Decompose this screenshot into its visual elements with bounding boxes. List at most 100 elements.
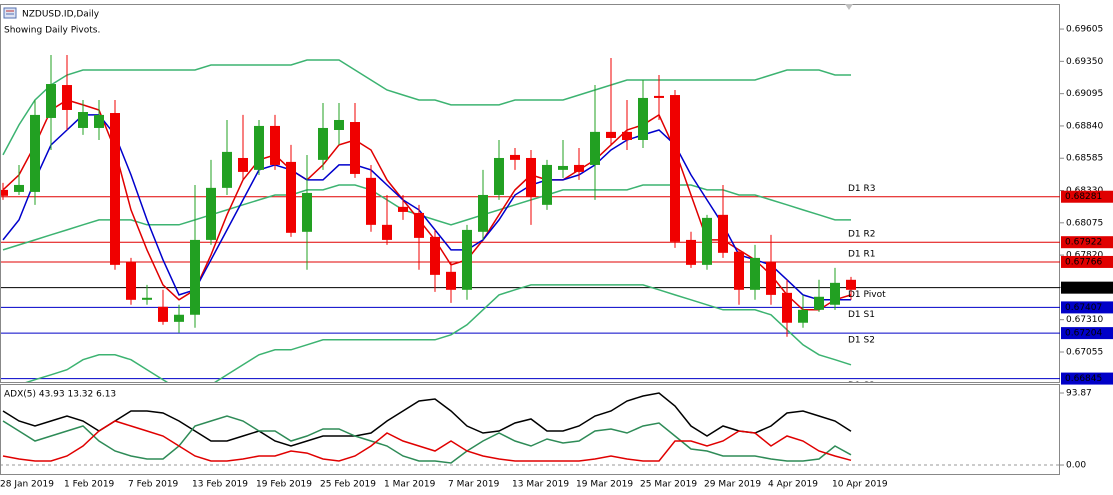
pivot-price-box — [1061, 372, 1113, 385]
candle-body — [110, 113, 120, 265]
chart-subtitle: Showing Daily Pivots. — [4, 26, 100, 36]
candle-body — [766, 261, 776, 295]
candle-body — [478, 194, 488, 232]
candle-body — [814, 296, 824, 310]
candle-body — [606, 131, 616, 138]
symbol-icon — [3, 7, 17, 19]
candle-body — [286, 161, 296, 233]
candle-body — [798, 309, 808, 323]
pivot-price-label: 0.67563 — [1065, 283, 1102, 293]
candle-body — [174, 314, 184, 322]
candle-body — [686, 239, 696, 265]
candle-body — [1, 189, 8, 196]
chart-title: NZDUSD.ID,Daily — [22, 10, 100, 20]
pivot-price-label: 0.67766 — [1065, 257, 1102, 267]
shift-marker — [845, 4, 853, 10]
candle-body — [734, 251, 744, 290]
x-tick-label: 29 Mar 2019 — [704, 480, 761, 490]
x-tick-label: 10 Apr 2019 — [832, 480, 888, 490]
candle-body — [46, 84, 56, 118]
candle-body — [382, 224, 392, 240]
pivot-label: D1 S3 — [848, 381, 875, 391]
candle-body — [94, 114, 104, 128]
x-tick-label: 19 Mar 2019 — [576, 480, 633, 490]
pivot-price-box — [1061, 236, 1113, 249]
candle-body — [446, 271, 456, 290]
x-tick-label: 1 Mar 2019 — [384, 480, 436, 490]
y-tick-label: 0.68075 — [1066, 218, 1103, 228]
pivot-price-label: 0.67204 — [1065, 329, 1102, 339]
x-tick-label: 28 Jan 2019 — [0, 480, 54, 490]
indicator-line — [25, 284, 852, 382]
candle-body — [702, 217, 712, 265]
candle-body — [318, 127, 328, 160]
indicator-line — [2, 420, 852, 462]
x-tick-label: 13 Feb 2019 — [192, 480, 248, 490]
x-tick-label: 4 Apr 2019 — [768, 480, 818, 490]
plot-area — [1, 392, 1060, 466]
x-tick-label: 13 Mar 2019 — [512, 480, 569, 490]
pivot-price-label: 0.68281 — [1065, 192, 1102, 202]
candle-body — [542, 164, 552, 205]
y-tick-label: 0.67820 — [1066, 251, 1103, 261]
candle-body — [142, 297, 152, 300]
candle-body — [590, 131, 600, 165]
candle-body — [622, 131, 632, 140]
pivot-label: D1 R1 — [848, 249, 876, 259]
candle-body — [302, 192, 312, 232]
candle-body — [366, 177, 376, 225]
candle-body — [750, 257, 760, 290]
y-tick-label: 0.69350 — [1066, 57, 1103, 67]
candle-body — [494, 157, 504, 195]
y-tick-label: 0.69605 — [1066, 25, 1103, 35]
candle-body — [574, 164, 584, 172]
y-tick-label: 0.68840 — [1066, 121, 1103, 131]
pivot-label: D1 S2 — [848, 336, 875, 346]
candle-body — [158, 306, 168, 322]
candle-body — [638, 97, 648, 140]
candle-body — [718, 214, 728, 253]
indicator-line — [2, 114, 851, 301]
candle-body — [414, 212, 424, 238]
candle-body — [334, 119, 344, 130]
pivot-price-box — [1061, 255, 1113, 268]
candle-body — [670, 95, 680, 242]
y-tick-label: 0.00 — [1066, 461, 1086, 471]
candle-body — [558, 165, 568, 170]
pivot-price-box — [1061, 301, 1113, 314]
candle-body — [430, 236, 440, 275]
y-tick-label: 0.67055 — [1066, 347, 1103, 357]
pivot-label: D1 S1 — [848, 310, 875, 320]
pivot-price-box — [1061, 281, 1113, 294]
candle-body — [830, 282, 840, 305]
indicator-line — [2, 59, 851, 156]
x-tick-label: 1 Feb 2019 — [64, 480, 115, 490]
sub-title: ADX(5) 43.93 13.32 6.13 — [4, 390, 116, 400]
pivot-price-label: 0.67407 — [1065, 303, 1102, 313]
main-frame — [0, 4, 1060, 383]
candle-body — [350, 122, 360, 174]
y-tick-label: 0.68585 — [1066, 154, 1103, 164]
pivot-price-box — [1061, 190, 1113, 203]
candle-body — [190, 239, 200, 315]
x-tick-label: 7 Mar 2019 — [448, 480, 500, 490]
indicator-line — [2, 415, 852, 464]
x-tick-label: 25 Feb 2019 — [320, 480, 376, 490]
candle-body — [270, 125, 280, 165]
candle-body — [510, 154, 520, 160]
pivot-label: D1 Pivot — [848, 290, 886, 300]
candle-body — [526, 157, 536, 197]
candle-body — [126, 261, 136, 300]
y-tick-label: 0.69095 — [1066, 89, 1103, 99]
candle-body — [238, 157, 248, 172]
indicator-line — [2, 184, 851, 251]
y-tick-label: 93.87 — [1066, 389, 1092, 399]
x-tick-label: 25 Mar 2019 — [640, 480, 697, 490]
candle-body — [654, 95, 664, 98]
pivot-price-label: 0.67922 — [1065, 238, 1102, 248]
pivot-label: D1 R3 — [848, 184, 876, 194]
candle-body — [14, 184, 24, 192]
candle-body — [846, 279, 856, 290]
y-tick-label: 0.67310 — [1066, 315, 1103, 325]
